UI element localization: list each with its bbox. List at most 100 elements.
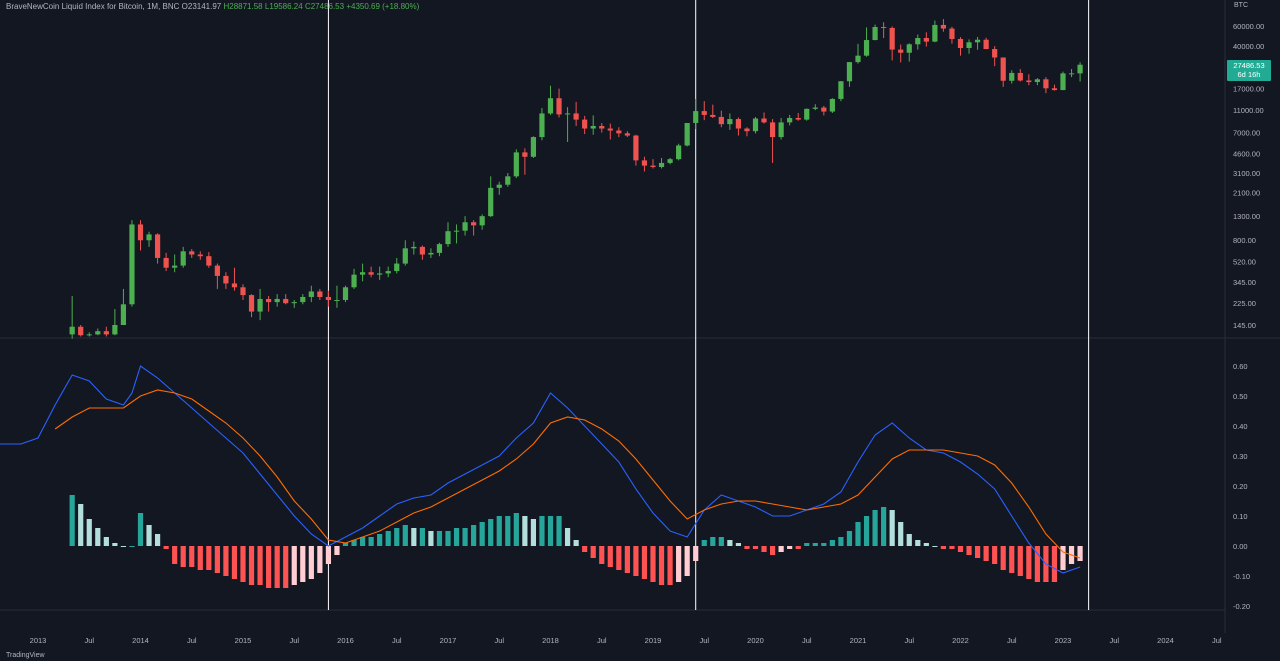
candle-body: [564, 113, 571, 115]
macd-histogram-bar: [693, 546, 699, 561]
macd-histogram-bar: [351, 540, 357, 546]
candle-body: [940, 24, 947, 29]
candle-body: [359, 272, 366, 275]
macd-histogram-bar: [658, 546, 665, 585]
macd-histogram-bar: [582, 546, 588, 552]
macd-histogram-bar: [966, 546, 972, 555]
macd-histogram-bar: [769, 546, 776, 555]
macd-histogram-bar: [710, 537, 716, 546]
candle-body: [248, 295, 255, 312]
price-axis-tick: 4600.00: [1233, 149, 1260, 158]
candle-body: [411, 246, 417, 249]
time-axis-tick: 2020: [747, 636, 764, 645]
candle-body: [496, 184, 502, 188]
candle-body: [522, 152, 528, 157]
candle-body: [752, 118, 759, 132]
candle-body: [95, 331, 101, 335]
macd-histogram-bar: [394, 528, 400, 546]
macd-histogram-bar: [923, 543, 929, 546]
candle-body: [1051, 88, 1058, 91]
candle-body: [650, 165, 656, 168]
candle-body: [693, 111, 699, 123]
macd-histogram-bar: [325, 546, 332, 564]
macd-histogram-bar: [223, 546, 229, 576]
time-axis-tick: Jul: [904, 636, 914, 645]
candle-body: [377, 273, 383, 275]
candle-body: [231, 283, 238, 288]
macd-histogram-bar: [368, 537, 374, 546]
candle-body: [368, 272, 374, 275]
macd-histogram-bar: [556, 516, 562, 546]
candle-body: [505, 176, 511, 185]
macd-histogram-bar: [479, 522, 485, 546]
candle-body: [641, 160, 648, 166]
price-axis-tick: 345.00: [1233, 278, 1256, 287]
candle-body: [727, 119, 733, 125]
candle-body: [676, 145, 682, 160]
candle-body: [274, 298, 280, 303]
candle-body: [1068, 73, 1075, 75]
macd-axis-tick: -0.20: [1233, 602, 1250, 611]
close-value: C27486.53: [304, 2, 345, 11]
macd-histogram-bar: [932, 546, 938, 547]
macd-histogram-bar: [863, 516, 870, 546]
candle-body: [744, 128, 750, 132]
macd-histogram-bar: [727, 540, 733, 546]
macd-histogram-bar: [342, 543, 349, 546]
candle-body: [78, 326, 84, 336]
macd-histogram-bar: [95, 528, 101, 546]
macd-histogram-bar: [872, 510, 878, 546]
macd-axis-tick: 0.50: [1233, 392, 1248, 401]
macd-histogram-bar: [488, 519, 494, 546]
candle-body: [633, 135, 639, 161]
macd-axis-tick: 0.20: [1233, 482, 1248, 491]
candle-body: [949, 28, 955, 39]
macd-histogram-bar: [240, 546, 246, 582]
time-axis-tick: Jul: [1212, 636, 1222, 645]
candle-body: [146, 234, 152, 241]
macd-histogram-bar: [291, 546, 297, 585]
last-price-badge: 27486.53 6d 16h: [1227, 60, 1271, 81]
macd-histogram-bar: [411, 528, 417, 546]
price-axis-tick: 145.00: [1233, 321, 1256, 330]
macd-histogram-bar: [69, 495, 75, 546]
macd-histogram-bar: [231, 546, 238, 579]
macd-histogram-bar: [701, 540, 707, 546]
time-axis-tick: 2021: [850, 636, 867, 645]
macd-histogram-bar: [616, 546, 622, 570]
candle-body: [701, 111, 707, 115]
macd-histogram-bar: [718, 537, 724, 546]
candle-body: [197, 254, 203, 257]
candle-body: [1000, 57, 1006, 81]
candle-body: [1026, 80, 1032, 83]
time-axis-tick: 2016: [337, 636, 354, 645]
macd-histogram-bar: [949, 546, 955, 549]
macd-histogram-bar: [248, 546, 255, 585]
macd-histogram-bar: [881, 507, 887, 546]
macd-histogram-bar: [898, 522, 904, 546]
candle-body: [1034, 79, 1040, 83]
candle-body: [103, 331, 109, 335]
candle-body: [112, 325, 118, 335]
time-axis-tick: Jul: [187, 636, 197, 645]
macd-histogram-bar: [453, 528, 460, 546]
macd-histogram-bar: [667, 546, 673, 585]
macd-histogram-bar: [103, 537, 109, 546]
candle-body: [923, 38, 929, 42]
signal-line: [54, 389, 1081, 559]
macd-histogram-bar: [889, 510, 895, 546]
candle-body: [582, 119, 588, 129]
candle-body: [684, 122, 690, 146]
macd-histogram-bar: [522, 516, 528, 546]
macd-histogram-bar: [633, 546, 639, 576]
candle-body: [334, 299, 340, 301]
time-axis-tick: Jul: [84, 636, 94, 645]
macd-histogram-bar: [308, 546, 314, 579]
price-axis-tick: 3100.00: [1233, 169, 1260, 178]
macd-histogram-bar: [1034, 546, 1040, 582]
macd-histogram-bar: [1009, 546, 1015, 573]
macd-histogram-bar: [590, 546, 596, 558]
time-axis-tick: Jul: [494, 636, 504, 645]
